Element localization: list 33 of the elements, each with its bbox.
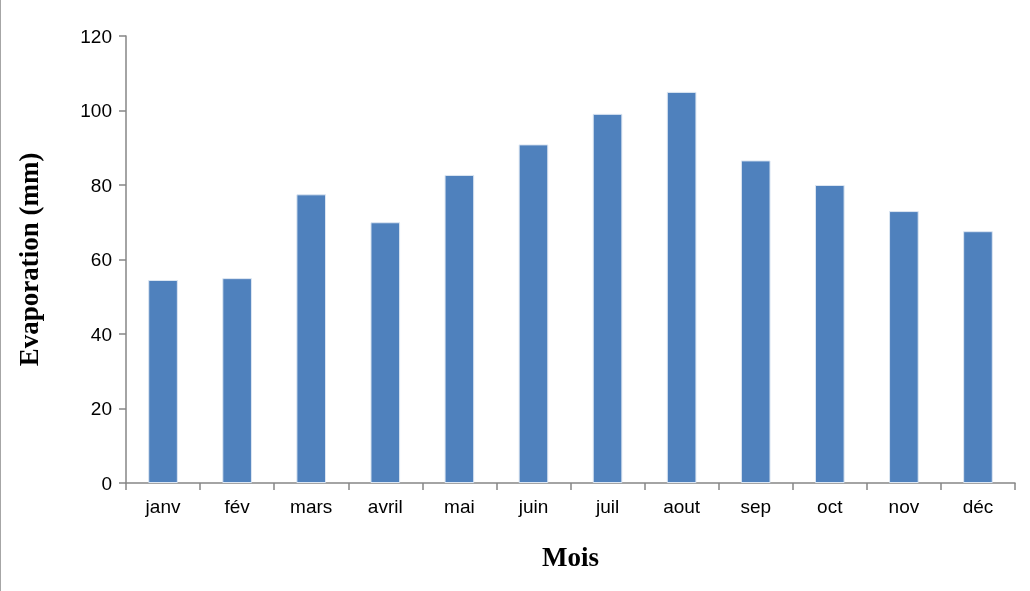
x-tick-label: fév [224,496,251,517]
bar [740,160,771,483]
x-tick-label: oct [817,496,844,517]
bar [148,279,178,483]
x-tick-label: mars [290,496,333,517]
y-tick-label: 40 [90,323,112,345]
bar [666,91,697,483]
x-tick-label: juil [594,496,620,517]
y-axis-title: Evaporation (mm) [13,152,44,367]
x-tick-label: avril [367,496,403,517]
y-tick-label: 120 [80,25,112,47]
y-tick-label: 0 [101,472,112,494]
x-tick-label: nov [888,496,920,517]
x-tick-label: sep [740,496,772,517]
bar [889,211,919,483]
y-tick-label: 80 [90,174,112,196]
y-tick-label: 20 [90,398,112,419]
y-tick-label: 60 [90,249,112,270]
x-tick-label: aout [663,496,701,517]
y-tick-label: 100 [80,100,112,121]
x-tick-label: mai [444,496,475,517]
x-tick-label: janv [144,496,181,517]
bar [963,231,993,483]
bar [814,185,845,483]
bar [222,278,252,483]
bar [370,222,401,483]
x-tick-label: juin [517,496,549,517]
bar [592,113,623,483]
x-tick-label: déc [962,496,994,517]
bar [444,174,475,483]
bar [518,144,549,483]
bar [296,194,327,483]
x-axis-title: Mois [542,541,599,572]
